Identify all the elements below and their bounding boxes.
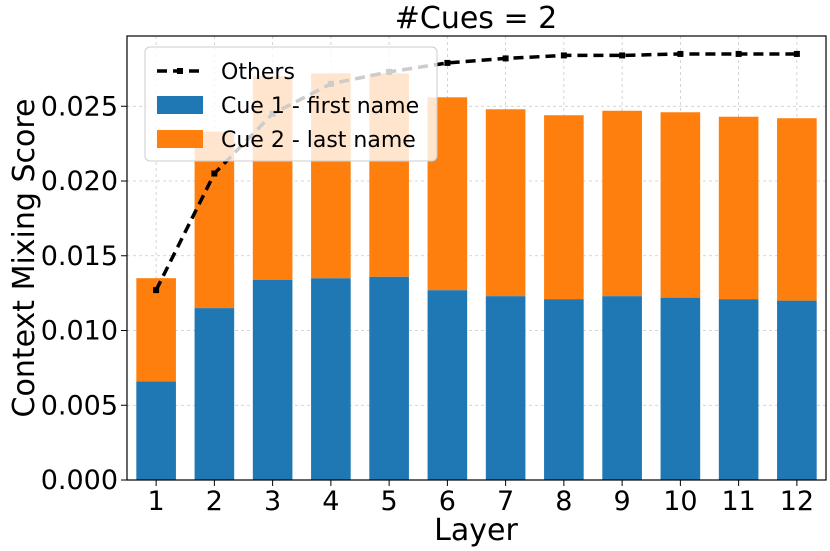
y-tick-label: 0.025 — [41, 91, 118, 122]
x-tick-label: 9 — [614, 486, 631, 517]
chart-title: #Cues = 2 — [395, 1, 557, 36]
legend-swatch-cue1 — [157, 96, 203, 114]
x-tick-label: 4 — [322, 486, 339, 517]
bar-cue2-layer-1 — [136, 278, 176, 382]
others-point-layer-12 — [793, 50, 800, 57]
bar-cue1-layer-3 — [252, 279, 293, 480]
bar-cue1-layer-7 — [485, 296, 526, 480]
bar-cue1-layer-6 — [427, 290, 468, 480]
others-point-layer-6 — [444, 59, 451, 66]
legend-label: Cue 1 - first name — [221, 94, 419, 119]
legend-label: Others — [221, 60, 295, 85]
legend-marker-others — [177, 68, 183, 74]
bar-cue1-layer-4 — [311, 278, 351, 480]
legend: Others Cue 1 - first name Cue 2 - last nam… — [144, 46, 438, 162]
legend-swatch-cue2 — [157, 130, 203, 148]
bar-cue1-layer-12 — [777, 300, 817, 480]
others-point-layer-7 — [502, 55, 509, 62]
others-point-layer-2 — [211, 170, 218, 177]
y-tick-label: 0.010 — [41, 316, 118, 347]
bar-cue1-layer-8 — [544, 299, 584, 480]
x-axis-label: Layer — [434, 513, 518, 548]
y-tick-label: 0.000 — [41, 465, 118, 496]
x-tick-label: 8 — [555, 486, 572, 517]
others-point-layer-1 — [153, 287, 160, 294]
bar-cue2-layer-9 — [602, 110, 642, 297]
x-tick-label: 12 — [780, 486, 814, 517]
y-tick-label: 0.005 — [41, 390, 118, 421]
bar-cue1-layer-5 — [369, 276, 409, 480]
x-tick-label: 1 — [148, 486, 165, 517]
bar-cue1-layer-2 — [194, 308, 235, 480]
bar-cue1-layer-1 — [136, 381, 176, 480]
bars — [136, 73, 817, 480]
x-tick-label: 7 — [497, 486, 514, 517]
others-point-layer-9 — [619, 52, 626, 59]
others-point-layer-8 — [560, 52, 567, 59]
x-tick-label: 10 — [663, 486, 697, 517]
x-axis-ticks: 1 2 3 4 5 6 7 8 9 10 11 12 — [148, 480, 814, 517]
y-axis-label: Context Mixing Score — [7, 99, 42, 418]
legend-box — [144, 46, 438, 162]
x-tick-label: 5 — [381, 486, 398, 517]
others-point-layer-10 — [677, 50, 684, 57]
bar-cue2-layer-10 — [660, 112, 701, 298]
bar-cue1-layer-10 — [660, 297, 701, 480]
plot-area-frame — [126, 35, 827, 481]
y-tick-label: 0.020 — [41, 166, 118, 197]
y-axis-ticks: 0.000 0.005 0.010 0.015 0.020 0.025 — [41, 91, 127, 496]
bar-cue1-layer-11 — [718, 299, 759, 480]
bar-cue2-layer-12 — [777, 118, 817, 301]
legend-label: Cue 2 - last name — [221, 128, 416, 153]
x-tick-label: 2 — [206, 486, 223, 517]
others-point-layer-11 — [735, 50, 742, 57]
y-tick-label: 0.015 — [41, 241, 118, 272]
bar-cue1-layer-9 — [602, 296, 642, 480]
bar-cue2-layer-8 — [544, 115, 584, 300]
x-tick-label: 11 — [721, 486, 755, 517]
bar-cue2-layer-7 — [485, 109, 526, 297]
x-tick-label: 3 — [264, 486, 281, 517]
bar-cue2-layer-11 — [718, 116, 759, 300]
x-tick-label: 6 — [439, 486, 456, 517]
